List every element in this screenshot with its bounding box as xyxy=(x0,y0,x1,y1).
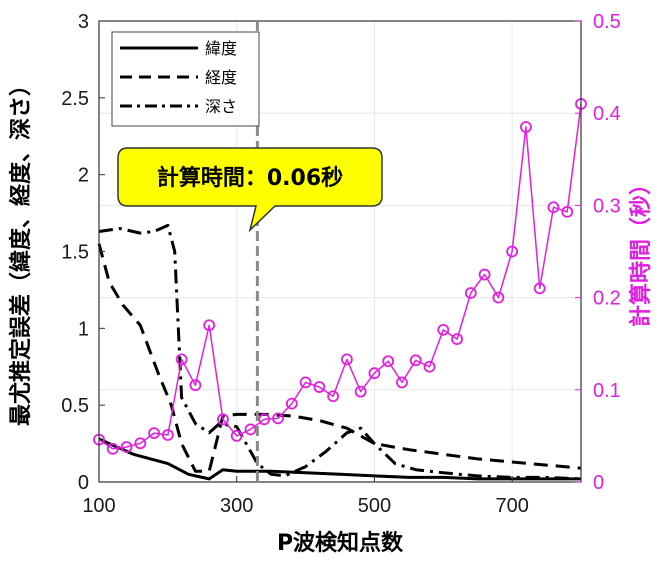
series-point-計算時間 xyxy=(368,367,381,380)
series-point-計算時間 xyxy=(382,355,395,368)
y-axis-title-left: 最尤推定誤差（緯度、経度、深さ） xyxy=(8,74,34,426)
y-tick-label-right: 0.4 xyxy=(593,103,621,125)
series-point-計算時間 xyxy=(396,376,408,389)
series-line-緯度 xyxy=(98,437,581,481)
series-layer xyxy=(93,98,587,481)
y-tick-label-left: 0 xyxy=(78,472,89,494)
series-point-計算時間 xyxy=(561,205,574,218)
callout-bubble xyxy=(117,147,383,233)
callout-text: 計算時間：0.06秒 xyxy=(157,165,343,191)
ticks-layer: 0 0.1 0.2 0.3 0.4 0.5 0 0.5 1 1.5 2 2.5 3 100 300 500 70… xyxy=(61,11,621,517)
x-tick-label: 100 xyxy=(82,495,115,517)
series-point-計算時間 xyxy=(134,437,147,450)
legend: 緯度 経度 深さ xyxy=(111,31,260,127)
series-point-計算時間 xyxy=(533,282,546,295)
series-point-計算時間 xyxy=(313,381,326,393)
legend-label-depth: 深さ xyxy=(205,97,237,116)
series-point-計算時間 xyxy=(258,413,271,426)
series-line-計算時間 xyxy=(98,103,582,450)
series-point-計算時間 xyxy=(409,354,422,367)
y-tick-label-left: 1.5 xyxy=(61,242,89,264)
legend-label-latitude: 緯度 xyxy=(205,39,237,58)
y-tick-label-left: 0.5 xyxy=(61,395,89,417)
series-point-計算時間 xyxy=(464,287,477,299)
series-point-計算時間 xyxy=(161,429,174,441)
y-tick-label-right: 0 xyxy=(593,472,604,494)
y-axis-title-right: 計算時間（秒） xyxy=(628,173,654,327)
y-tick-label-right: 0.2 xyxy=(593,288,621,310)
series-point-計算時間 xyxy=(272,412,284,425)
series-point-計算時間 xyxy=(217,413,229,426)
annotation-callout: 計算時間：0.06秒 xyxy=(117,147,383,233)
y-tick-label-right: 0.5 xyxy=(593,11,621,33)
series-point-計算時間 xyxy=(285,397,298,410)
y-tick-label-left: 2 xyxy=(78,165,89,187)
series-line-深さ xyxy=(98,223,582,481)
series-point-計算時間 xyxy=(189,379,202,392)
series-point-計算時間 xyxy=(437,323,450,336)
series-point-計算時間 xyxy=(492,291,505,304)
series-point-計算時間 xyxy=(506,245,519,258)
series-point-計算時間 xyxy=(106,442,119,455)
series-point-計算時間 xyxy=(327,390,340,403)
x-tick-label: 500 xyxy=(358,495,391,517)
y-tick-label-right: 0.3 xyxy=(593,195,621,217)
series-point-計算時間 xyxy=(244,423,257,436)
series-point-計算時間 xyxy=(520,121,532,133)
series-point-計算時間 xyxy=(120,441,133,453)
series-point-計算時間 xyxy=(230,429,243,442)
x-axis-title: P波検知点数 xyxy=(277,530,404,556)
y-tick-label-left: 2.5 xyxy=(61,88,89,110)
series-point-計算時間 xyxy=(478,268,491,281)
x-tick-label: 700 xyxy=(495,495,528,517)
series-point-計算時間 xyxy=(148,427,160,440)
series-point-計算時間 xyxy=(423,360,436,373)
series-point-計算時間 xyxy=(547,201,560,214)
series-point-計算時間 xyxy=(354,385,367,398)
series-point-計算時間 xyxy=(175,353,188,366)
x-tick-label: 300 xyxy=(220,495,253,517)
legend-label-longitude: 経度 xyxy=(205,68,237,87)
y-tick-label-left: 1 xyxy=(78,318,89,340)
y-tick-label-right: 0.1 xyxy=(593,380,621,402)
series-point-計算時間 xyxy=(299,376,312,389)
y-tick-label-left: 3 xyxy=(78,11,89,33)
series-point-計算時間 xyxy=(451,333,463,345)
series-point-計算時間 xyxy=(203,319,216,332)
series-line-経度 xyxy=(97,243,582,473)
series-point-計算時間 xyxy=(340,353,353,366)
